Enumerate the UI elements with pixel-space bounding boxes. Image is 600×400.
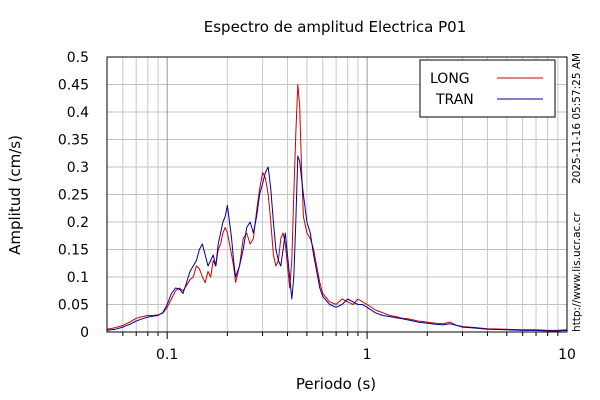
- y-tick-label: 0.5: [67, 50, 89, 66]
- x-tick-label: 10: [558, 347, 576, 363]
- chart-title: Espectro de amplitud Electrica P01: [204, 18, 467, 36]
- y-tick-label: 0.35: [58, 133, 89, 149]
- y-tick-label: 0.05: [58, 298, 89, 314]
- y-tick-label: 0.3: [67, 160, 89, 176]
- y-tick-label: 0.4: [67, 105, 89, 121]
- x-axis-label: Periodo (s): [296, 375, 376, 393]
- legend: LONG TRAN: [419, 59, 556, 118]
- series-line-long: [106, 84, 568, 331]
- y-tick-label: 0: [80, 325, 89, 341]
- x-tick-label: 1: [363, 347, 372, 363]
- timestamp-label: 2025-11-16 05:57:25 AM: [571, 53, 583, 184]
- y-tick-label: 0.15: [58, 243, 89, 259]
- x-tick-label: 0.1: [156, 347, 178, 363]
- plot-frame: [106, 56, 568, 333]
- legend-label-long: LONG: [430, 71, 470, 87]
- y-tick-label: 0.2: [67, 215, 89, 231]
- y-axis-label: Amplitud (cm/s): [6, 135, 24, 255]
- grid: [107, 57, 567, 332]
- y-tick-label: 0.25: [58, 188, 89, 204]
- legend-label-tran: TRAN: [435, 92, 474, 108]
- series-line-tran: [106, 155, 568, 332]
- y-tick-label: 0.45: [58, 78, 89, 94]
- source-url-label: http://www.lis.ucr.ac.cr: [571, 212, 583, 332]
- axis-ticks: 0 0.05 0.1 0.15 0.2 0.25 0.3 0.35 0.4 0.45 0.5 0.1 1…: [58, 50, 576, 363]
- y-tick-label: 0.1: [67, 270, 89, 286]
- legend-box: [419, 59, 556, 118]
- series-lines: [106, 84, 568, 332]
